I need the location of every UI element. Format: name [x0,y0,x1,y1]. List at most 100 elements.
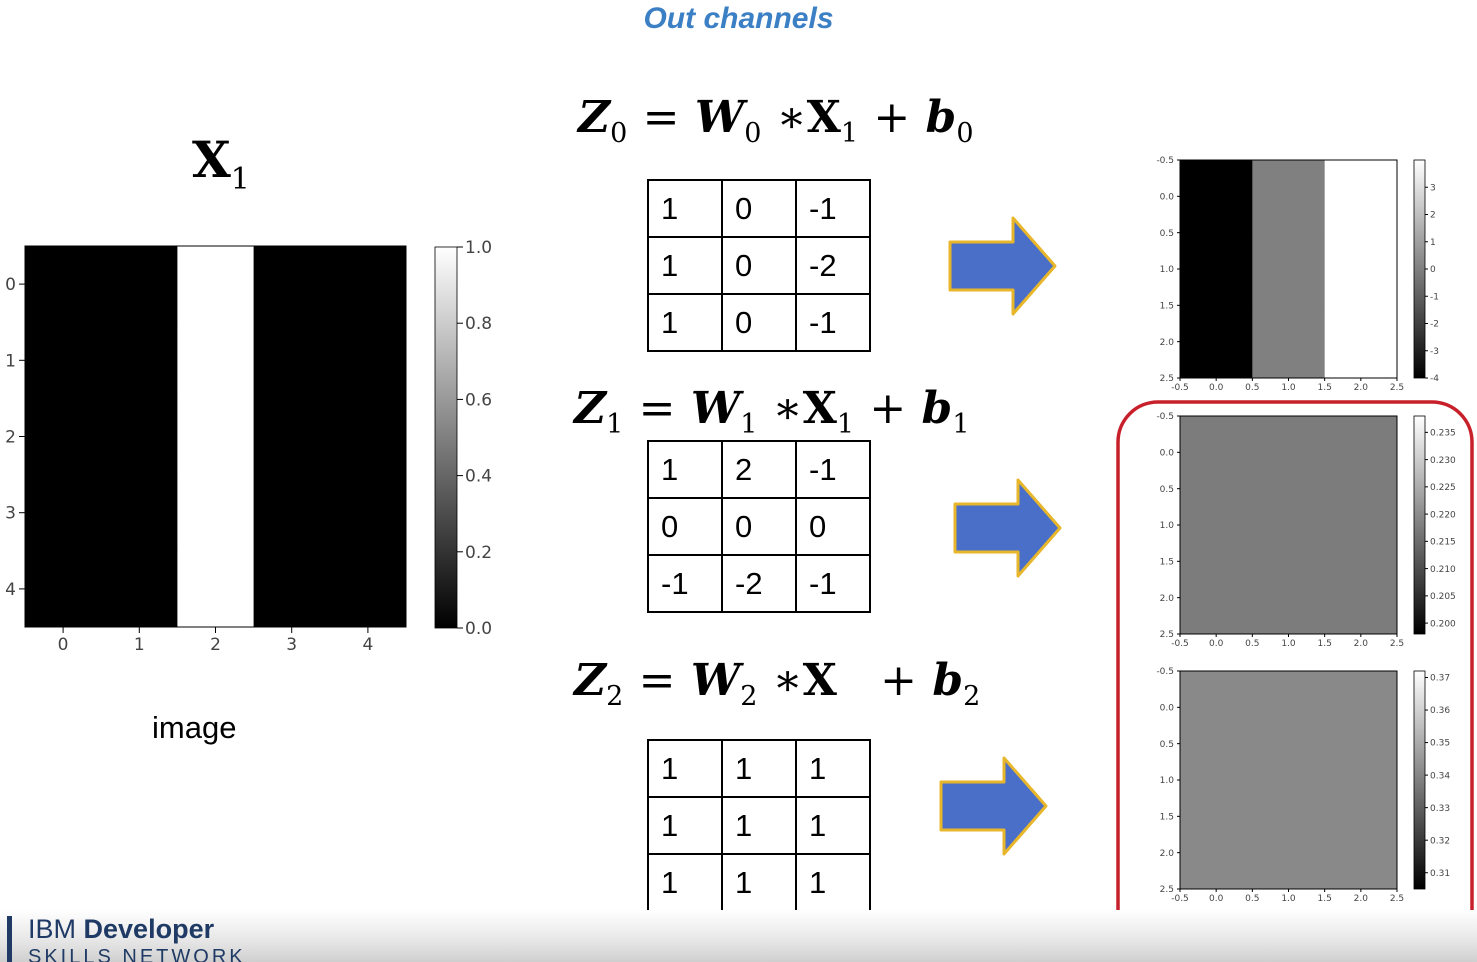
kernel-cell: 2 [721,440,797,499]
colorbar-tick-label: 2 [1430,211,1436,221]
y-tick-label: 2.0 [1160,594,1175,604]
heatmap-cell [1252,816,1326,890]
kernel-cell: 1 [647,236,723,295]
heatmap-cell [1324,160,1398,234]
y-tick-label: 4 [5,580,16,600]
heatmap-cell [177,550,255,628]
colorbar [1413,159,1426,379]
equation-2: Z2 = W2 ∗X + b2 [574,655,981,712]
heatmap-cell [1252,671,1326,745]
colorbar-tick-label: -1 [1430,292,1439,302]
heatmap-cell [1252,305,1326,379]
y-tick-label: -0.5 [1156,667,1174,677]
y-tick-label: 2 [5,427,16,447]
x-tick-label: 1.5 [1318,894,1332,904]
y-tick-label: -0.5 [1156,412,1174,422]
colorbar [1413,415,1426,635]
y-tick-label: 2.5 [1160,374,1174,384]
x-tick-label: 0.0 [1209,383,1224,393]
heatmap-cell [1252,232,1326,306]
kernel-cell: 0 [647,497,723,556]
x-tick-label: 0 [58,635,69,655]
kernel-cell: 1 [647,853,723,912]
heatmap-cell [25,322,102,399]
colorbar-tick-label: -3 [1430,347,1439,357]
kernel-cell: -1 [647,554,723,613]
heatmap-cell [329,474,407,552]
colorbar-tick-label: 1.0 [465,238,492,258]
heatmap-cell [253,474,331,552]
x-tick-label: 2.5 [1390,639,1404,649]
y-tick-label: 1.5 [1160,557,1174,567]
heatmap-cell [101,550,178,628]
kernel-cell: 0 [721,236,797,295]
colorbar-tick-label: -2 [1430,320,1439,330]
x-tick-label: -0.5 [1171,639,1189,649]
heatmap-cell [1180,416,1253,490]
output-plot-2: -0.5 0.0 0.5 1.0 1.5 2.0 2.5-0.50.00.51.01.52.… [1156,667,1450,904]
kernel-cell: 1 [795,853,871,912]
heatmap-cell [253,398,331,476]
y-tick-label: 2.0 [1160,338,1175,348]
kernel-cell: 0 [795,497,871,556]
heatmap-cell [253,246,331,323]
ibm-developer-logo: IBM Developer [28,914,215,944]
equation-0: Z0 = W0 ∗X1 + b0 [578,92,974,149]
kernel-cell: 1 [721,739,797,798]
x-tick-label: 1.5 [1318,639,1332,649]
colorbar-tick-label: 0.205 [1430,592,1456,602]
footer-bar [0,910,1477,962]
x-tick-label: 2.0 [1354,894,1369,904]
heatmap-cell [1252,160,1326,234]
x-tick-label: 2.0 [1354,639,1369,649]
y-tick-label: 3 [5,504,16,524]
colorbar-tick-label: 0.36 [1430,706,1450,716]
heatmap-cell [177,474,255,552]
heatmap-cell [1252,743,1326,817]
x-tick-label: 4 [362,635,373,655]
colorbar [1413,670,1426,890]
kernel-cell: 1 [795,796,871,855]
kernel-cell: 0 [721,497,797,556]
heatmap-cell [1324,671,1398,745]
right-arrow-icon [948,216,1057,316]
kernel-cell: -1 [795,293,871,352]
heatmap-cell [25,550,102,628]
slide-title: Out channels [643,2,834,35]
kernel-cell: 0 [721,179,797,238]
colorbar-tick-label: 0.200 [1430,619,1456,629]
y-tick-label: 0.0 [1160,703,1175,713]
kernel-cell: 1 [647,440,723,499]
colorbar-tick-label: 0 [1430,265,1436,275]
right-arrow-icon [953,478,1062,578]
equation-1: Z1 = W1 ∗X1 + b1 [574,383,970,440]
heatmap-cell [1324,416,1398,490]
colorbar-tick-label: 0.0 [465,619,492,639]
colorbar-tick-label: 0.34 [1430,771,1450,781]
x-tick-label: 2.5 [1390,383,1404,393]
heatmap-cell [253,550,331,628]
x-tick-label: 0.0 [1209,894,1224,904]
heatmap-cell [101,246,178,323]
kernel-cell: 1 [647,179,723,238]
heatmap-cell [1324,232,1398,306]
x-tick-label: 1.5 [1318,383,1332,393]
heatmap-cell [101,398,178,476]
heatmap-cell [1324,561,1398,635]
kernel-cell: 1 [721,796,797,855]
heatmap-cell [101,474,178,552]
heatmap-cell [1324,488,1398,562]
x-tick-label: 1 [134,635,145,655]
heatmap-cell [1252,488,1326,562]
x-tick-label: 2.5 [1390,894,1404,904]
ibm-logo-bar [7,916,12,962]
y-tick-label: 1.0 [1160,776,1175,786]
colorbar-tick-label: 0.235 [1430,429,1456,439]
heatmap-cell [1180,160,1253,234]
x-tick-label: 0.5 [1245,639,1259,649]
image-caption: image [152,710,237,745]
colorbar-tick-label: 0.2 [465,543,492,563]
heatmap-cell [1180,488,1253,562]
colorbar-tick-label: 1 [1430,238,1436,248]
